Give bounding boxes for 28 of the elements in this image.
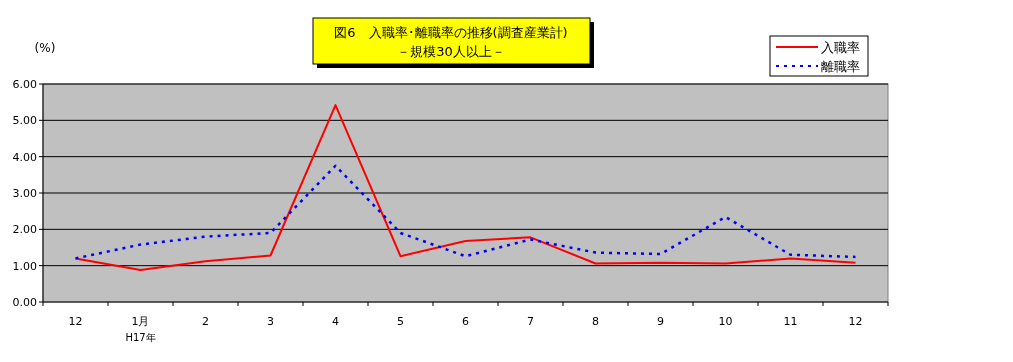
x-tick-label: 11 — [783, 315, 798, 328]
x-tick-label: 10 — [718, 315, 733, 328]
x-tick-label: 8 — [592, 315, 599, 328]
x-tick-label: 4 — [332, 315, 339, 328]
line-series — [74, 164, 857, 260]
legend-label: 離職率 — [821, 59, 860, 74]
line-series — [74, 104, 857, 272]
legend-label: 入職率 — [821, 40, 860, 55]
y-tick-label: 2.00 — [12, 223, 37, 237]
y-tick-label: 3.00 — [12, 187, 37, 200]
text: H17年 — [125, 332, 156, 343]
x-tick-label: 3 — [267, 315, 274, 328]
x-tick-label: 5 — [397, 315, 404, 328]
y-axis-title: (%) — [34, 41, 56, 55]
x-tick-label: 9 — [657, 315, 664, 328]
x-tick-label: 7 — [527, 315, 534, 328]
x-tick-label: 2 — [202, 315, 209, 328]
x-tick-label: 12 — [68, 315, 83, 328]
x-tick-label: 6 — [462, 315, 469, 328]
chart-subtitle: －規模30人以上－ — [397, 44, 505, 59]
y-tick-label: 6.00 — [12, 78, 37, 91]
y-tick-label: 1.00 — [12, 259, 37, 273]
y-tick-label: 0.00 — [12, 296, 37, 309]
x-tick-label: 1月 — [131, 315, 150, 328]
y-tick-label: 4.00 — [12, 150, 37, 164]
x-tick-label: 12 — [848, 315, 863, 328]
y-tick-label: 5.00 — [12, 114, 37, 128]
chart-title: 図6 入職率･離職率の推移(調査産業計) — [334, 25, 568, 40]
